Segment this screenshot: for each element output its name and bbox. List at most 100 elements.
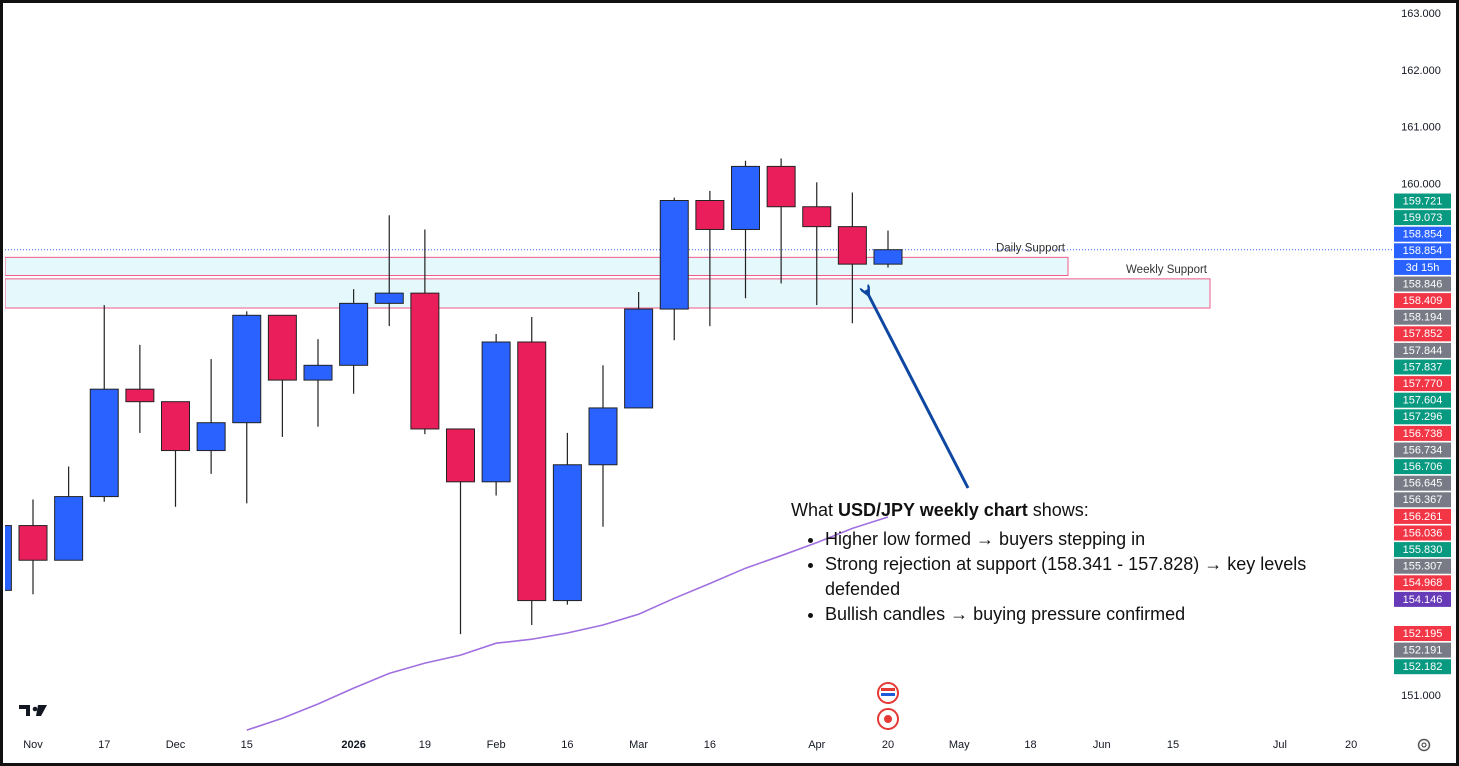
price-tag: [1394, 508, 1451, 524]
y-tick-label: 151.000: [1401, 690, 1441, 702]
price-tag: [1394, 425, 1451, 441]
price-tag: [1394, 591, 1451, 607]
price-tag: [1394, 626, 1451, 641]
x-tick-label: 15: [1167, 739, 1179, 751]
x-tick-label: 16: [704, 739, 716, 751]
price-tag-label: 156.645: [1403, 478, 1443, 490]
price-tag-label: 157.770: [1403, 378, 1443, 390]
x-tick-label: 18: [1024, 739, 1036, 751]
price-tag: [1394, 243, 1451, 259]
plot-area: [5, 158, 1392, 731]
price-tag-label: 159.721: [1403, 195, 1443, 207]
support-zone: [5, 278, 1211, 309]
annotation: What USD/JPY weekly chart shows: Higher …: [791, 498, 1391, 627]
price-tag-label: 158.846: [1403, 278, 1443, 290]
price-tag: [1394, 642, 1451, 658]
x-tick-label: Nov: [23, 739, 43, 751]
tradingview-logo: [19, 705, 47, 716]
price-tag: [1394, 558, 1451, 574]
price-tag-label: 157.604: [1403, 395, 1443, 407]
price-tag: [1394, 409, 1451, 425]
annotation-arrow: [866, 290, 970, 489]
candle-body: [303, 364, 333, 381]
price-tag: [1394, 392, 1451, 408]
price-tag: [1394, 575, 1451, 591]
annotation-heading: What USD/JPY weekly chart shows:: [791, 498, 1391, 523]
price-tag: [1394, 475, 1451, 491]
price-tag: [1394, 193, 1451, 209]
y-tick-label: 161.000: [1401, 122, 1441, 134]
x-tick-label: Feb: [487, 739, 506, 751]
price-tag: [1394, 542, 1451, 558]
y-tick-label: 160.000: [1401, 178, 1441, 190]
bullet: Higher low formed → buyers stepping in: [825, 527, 1350, 552]
zone-label: Daily Support: [996, 242, 1066, 254]
candle-body: [481, 341, 511, 483]
x-tick-label: Apr: [808, 739, 825, 751]
x-tick-label: May: [949, 739, 970, 751]
candle-body: [659, 199, 689, 310]
price-tag-label: 156.367: [1403, 494, 1443, 506]
candle-body: [446, 428, 475, 483]
price-tag-label: 156.036: [1403, 527, 1443, 539]
heading-prefix: What: [791, 500, 839, 520]
price-tag: [1394, 309, 1451, 325]
candle-body: [161, 401, 190, 452]
y-tick-label: 163.000: [1401, 8, 1441, 20]
x-tick-label: 2026: [341, 739, 365, 751]
candle-body: [89, 388, 119, 498]
price-tag-label: 157.844: [1403, 345, 1443, 357]
candle-body: [802, 206, 832, 228]
price-tag: [1394, 293, 1451, 309]
candle-body: [196, 422, 226, 452]
price-tag: [1394, 359, 1451, 375]
price-tag: [1394, 342, 1451, 358]
heading-suffix: shows:: [1027, 500, 1089, 520]
price-tag-label: 157.837: [1403, 361, 1443, 373]
price-tag-label: 156.738: [1403, 428, 1443, 440]
x-tick-label: Mar: [629, 739, 648, 751]
price-tag-label: 157.296: [1403, 411, 1443, 423]
x-tick-label: Jun: [1093, 739, 1111, 751]
x-tick-label: 20: [1345, 739, 1357, 751]
candle-body: [267, 314, 297, 381]
price-tag-label: 152.191: [1403, 645, 1443, 657]
candle-body: [873, 249, 903, 265]
candle-body: [766, 165, 796, 208]
price-tag: [1394, 259, 1451, 275]
x-tick-label: Jul: [1273, 739, 1287, 751]
candle-body: [731, 165, 760, 230]
x-tick-label: 19: [419, 739, 431, 751]
price-tag-label: 3d 15h: [1406, 262, 1440, 274]
candle-body: [18, 525, 48, 561]
price-tag-label: 159.073: [1403, 212, 1443, 224]
candle-body: [410, 292, 440, 430]
x-tick-label: 20: [882, 739, 894, 751]
price-tag: [1394, 326, 1451, 342]
price-tag-label: 152.182: [1403, 661, 1443, 673]
price-tag: [1394, 442, 1451, 458]
price-tag-label: 157.852: [1403, 328, 1443, 340]
settings-icon[interactable]: [1417, 738, 1431, 752]
x-tick-label: 17: [98, 739, 110, 751]
price-tag: [1394, 459, 1451, 475]
price-tag: [1394, 276, 1451, 292]
price-tag-label: 154.146: [1403, 594, 1443, 606]
candle-body: [517, 341, 547, 602]
price-tag-label: 158.854: [1403, 245, 1443, 257]
candle-body: [837, 226, 867, 265]
candle-body: [374, 292, 404, 304]
candle-body: [339, 302, 369, 366]
moving-average: [246, 516, 889, 731]
x-tick-label: Dec: [166, 739, 186, 751]
candle-body: [232, 314, 262, 424]
price-tag-label: 156.706: [1403, 461, 1443, 473]
price-tag-label: 156.261: [1403, 511, 1443, 523]
bullet-list: Higher low formed → buyers stepping inSt…: [791, 527, 1350, 627]
candle-body: [54, 496, 84, 561]
price-tag: [1394, 659, 1451, 675]
price-tag-label: 158.194: [1403, 312, 1443, 324]
event-icons[interactable]: [877, 682, 899, 730]
price-tag: [1394, 226, 1451, 242]
